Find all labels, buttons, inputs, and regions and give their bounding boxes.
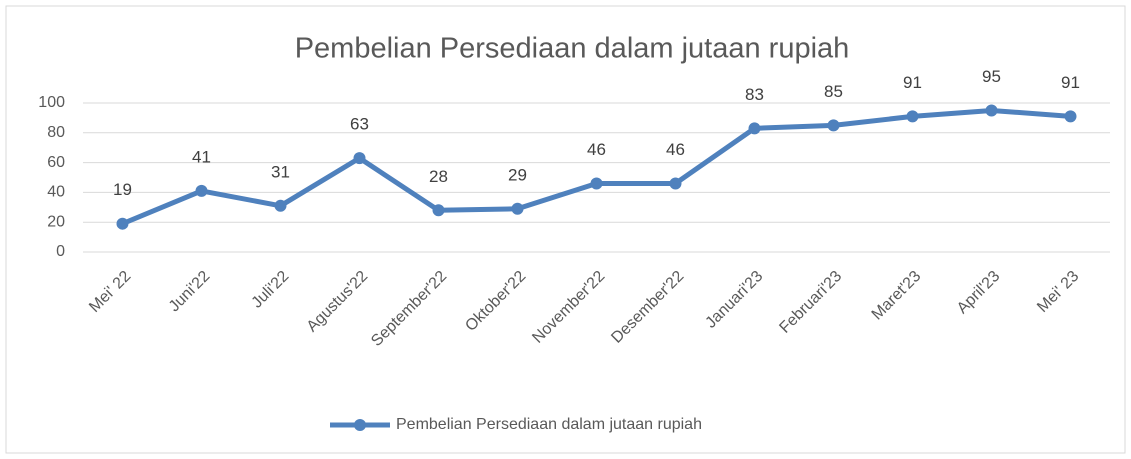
data-label: 91 — [903, 73, 922, 92]
data-point — [432, 204, 445, 217]
data-point — [511, 202, 524, 215]
data-label: 46 — [587, 140, 606, 159]
data-label: 46 — [666, 140, 685, 159]
data-label: 28 — [429, 167, 448, 186]
data-label: 63 — [350, 115, 369, 134]
data-point — [353, 152, 366, 165]
data-label: 95 — [982, 67, 1001, 86]
data-point — [1064, 110, 1077, 123]
legend-label: Pembelian Persediaan dalam jutaan rupiah — [396, 416, 702, 433]
data-point — [906, 110, 919, 123]
y-tick-label: 100 — [38, 94, 65, 111]
data-point — [827, 119, 840, 132]
data-point — [274, 199, 287, 212]
data-label: 31 — [271, 162, 290, 181]
data-point — [116, 217, 129, 230]
legend-marker — [354, 419, 366, 431]
y-tick-label: 80 — [47, 124, 65, 141]
chart-title: Pembelian Persediaan dalam jutaan rupiah — [295, 33, 850, 65]
y-tick-label: 20 — [47, 213, 65, 230]
data-label: 19 — [113, 180, 132, 199]
y-tick-label: 0 — [56, 243, 65, 260]
data-point — [985, 104, 998, 117]
y-tick-label: 40 — [47, 184, 65, 201]
data-label: 29 — [508, 165, 527, 184]
data-point — [669, 177, 682, 190]
y-tick-label: 60 — [47, 154, 65, 171]
data-point — [590, 177, 603, 190]
data-label: 83 — [745, 85, 764, 104]
data-point — [195, 184, 208, 197]
data-point — [748, 122, 761, 135]
data-label: 41 — [192, 147, 211, 166]
data-label: 85 — [824, 82, 843, 101]
chart-border — [5, 5, 1126, 454]
data-label: 91 — [1061, 73, 1080, 92]
